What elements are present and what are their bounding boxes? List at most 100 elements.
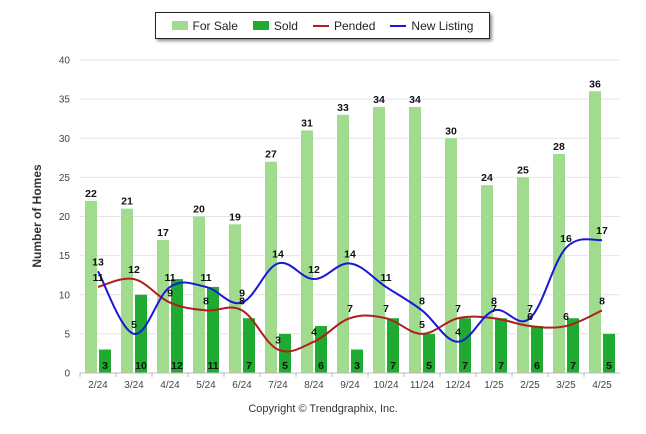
new-listing-data-label: 5 bbox=[131, 319, 137, 331]
sold-data-label: 5 bbox=[282, 360, 288, 372]
x-tick-label: 8/24 bbox=[304, 380, 324, 391]
sold-bar bbox=[459, 318, 471, 373]
grid-lines bbox=[80, 59, 620, 374]
for-sale-bar bbox=[229, 224, 241, 373]
for-sale-data-label: 34 bbox=[373, 94, 385, 106]
sold-bar bbox=[567, 318, 579, 373]
new-listing-swatch bbox=[390, 24, 407, 27]
new-listing-data-label: 16 bbox=[560, 233, 572, 245]
pended-data-label: 8 bbox=[599, 295, 605, 307]
x-tick-label: 4/25 bbox=[592, 380, 612, 391]
y-tick-label: 25 bbox=[59, 173, 71, 184]
for-sale-data-label: 34 bbox=[409, 94, 421, 106]
for-sale-bar bbox=[193, 216, 205, 373]
new-listing-data-label: 13 bbox=[92, 256, 104, 268]
x-tick-label: 3/25 bbox=[556, 380, 576, 391]
new-listing-data-label: 11 bbox=[200, 272, 211, 284]
x-tick-label: 7/24 bbox=[268, 380, 288, 391]
sold-data-label: 7 bbox=[498, 360, 504, 372]
legend-item-new-listing[interactable]: New Listing bbox=[390, 19, 473, 33]
y-tick-label: 10 bbox=[59, 290, 71, 301]
pended-data-label: 11 bbox=[92, 272, 103, 284]
sold-bar bbox=[495, 318, 507, 373]
sold-bar bbox=[171, 279, 183, 373]
pended-data-label: 8 bbox=[239, 295, 245, 307]
sold-data-label: 3 bbox=[102, 360, 108, 372]
for-sale-bar bbox=[445, 138, 457, 373]
x-tick-label: 4/24 bbox=[160, 380, 180, 391]
for-sale-data-label: 33 bbox=[337, 102, 349, 114]
copyright-text: Copyright © Trendgraphix, Inc. bbox=[248, 403, 398, 415]
x-tick-label: 12/24 bbox=[445, 380, 470, 391]
pended-data-label: 7 bbox=[383, 303, 389, 315]
pended-data-label: 7 bbox=[347, 303, 353, 315]
sold-data-label: 7 bbox=[462, 360, 468, 372]
new-listing-data-label: 11 bbox=[164, 272, 175, 284]
sold-data-label: 5 bbox=[606, 360, 612, 372]
sold-bar bbox=[315, 326, 327, 373]
for-sale-data-label: 36 bbox=[589, 78, 601, 90]
sold-bar bbox=[351, 349, 363, 373]
sold-bar bbox=[603, 333, 615, 373]
for-sale-data-label: 19 bbox=[229, 211, 241, 223]
new-listing-data-label: 8 bbox=[419, 295, 425, 307]
new-listing-data-label: 8 bbox=[491, 295, 497, 307]
pended-data-label: 12 bbox=[128, 264, 140, 276]
pended-data-label: 4 bbox=[311, 327, 317, 339]
pended-data-label: 5 bbox=[419, 319, 425, 331]
y-tick-label: 0 bbox=[64, 369, 70, 380]
y-tick-label: 20 bbox=[59, 212, 71, 223]
y-tick-label: 5 bbox=[64, 329, 70, 340]
for-sale-data-label: 30 bbox=[445, 125, 457, 137]
x-tick-label: 5/24 bbox=[196, 380, 216, 391]
pended-data-label: 7 bbox=[455, 303, 461, 315]
legend-label-sold: Sold bbox=[273, 18, 298, 33]
legend-item-sold[interactable]: Sold bbox=[252, 18, 298, 33]
for-sale-data-label: 28 bbox=[553, 141, 565, 153]
sold-data-label: 3 bbox=[354, 360, 360, 372]
y-tick-label: 40 bbox=[59, 56, 71, 67]
for-sale-bar bbox=[121, 208, 133, 373]
for-sale-bar bbox=[589, 91, 601, 374]
legend-item-for-sale[interactable]: For Sale bbox=[171, 18, 238, 33]
sold-data-label: 5 bbox=[426, 360, 432, 372]
new-listing-data-label: 4 bbox=[455, 327, 461, 339]
legend-label-pended: Pended bbox=[334, 18, 376, 33]
new-listing-data-label: 17 bbox=[596, 225, 608, 237]
for-sale-data-label: 25 bbox=[517, 164, 529, 176]
sold-bar bbox=[243, 318, 255, 373]
legend-label-for-sale: For Sale bbox=[192, 18, 238, 33]
sold-data-label: 10 bbox=[135, 360, 147, 372]
for-sale-bar bbox=[85, 200, 97, 373]
new-listing-data-label: 14 bbox=[272, 248, 284, 260]
sold-data-label: 7 bbox=[570, 360, 576, 372]
for-sale-bar bbox=[373, 106, 385, 373]
for-sale-data-label: 24 bbox=[481, 172, 493, 184]
new-listing-data-label: 12 bbox=[308, 264, 320, 276]
pended-data-label: 3 bbox=[275, 335, 281, 347]
for-sale-bar bbox=[481, 185, 493, 373]
sold-data-label: 6 bbox=[318, 360, 324, 372]
sold-bar bbox=[135, 294, 147, 373]
y-tick-label: 15 bbox=[59, 251, 71, 262]
sold-data-label: 7 bbox=[246, 360, 252, 372]
legend-item-pended[interactable]: Pended bbox=[313, 19, 375, 33]
sold-data-label: 6 bbox=[534, 360, 540, 372]
new-listing-line bbox=[97, 238, 603, 343]
sold-swatch bbox=[252, 21, 269, 30]
pended-data-label: 7 bbox=[491, 303, 497, 315]
sold-bar bbox=[531, 326, 543, 373]
sold-bar bbox=[99, 349, 111, 373]
for-sale-data-label: 31 bbox=[301, 117, 313, 129]
sold-data-label: 11 bbox=[207, 360, 218, 372]
sold-bars bbox=[99, 279, 615, 373]
for-sale-bar bbox=[337, 114, 349, 374]
pended-data-label: 9 bbox=[167, 288, 173, 300]
y-tick-label: 35 bbox=[59, 95, 71, 106]
y-tick-label: 30 bbox=[59, 134, 71, 145]
y-axis-title: Number of Homes bbox=[30, 164, 44, 268]
for-sale-data-label: 20 bbox=[193, 204, 205, 216]
legend-label-new-listing: New Listing bbox=[411, 18, 474, 33]
data-labels: 2232110171220111972753163333473453072472… bbox=[85, 78, 612, 372]
